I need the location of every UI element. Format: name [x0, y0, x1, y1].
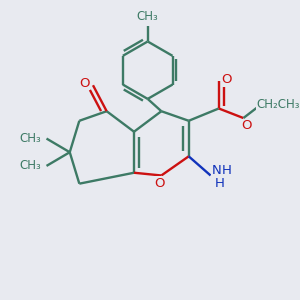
- Text: O: O: [154, 177, 164, 190]
- Text: CH₃: CH₃: [137, 10, 159, 22]
- Text: H: H: [222, 164, 232, 177]
- Text: H: H: [215, 177, 225, 190]
- Text: N: N: [212, 164, 221, 177]
- Text: O: O: [222, 73, 232, 86]
- Text: O: O: [79, 76, 89, 89]
- Text: CH₃: CH₃: [19, 159, 41, 172]
- Text: O: O: [241, 119, 251, 132]
- Text: CH₃: CH₃: [19, 132, 41, 145]
- Text: CH₂CH₃: CH₂CH₃: [256, 98, 300, 111]
